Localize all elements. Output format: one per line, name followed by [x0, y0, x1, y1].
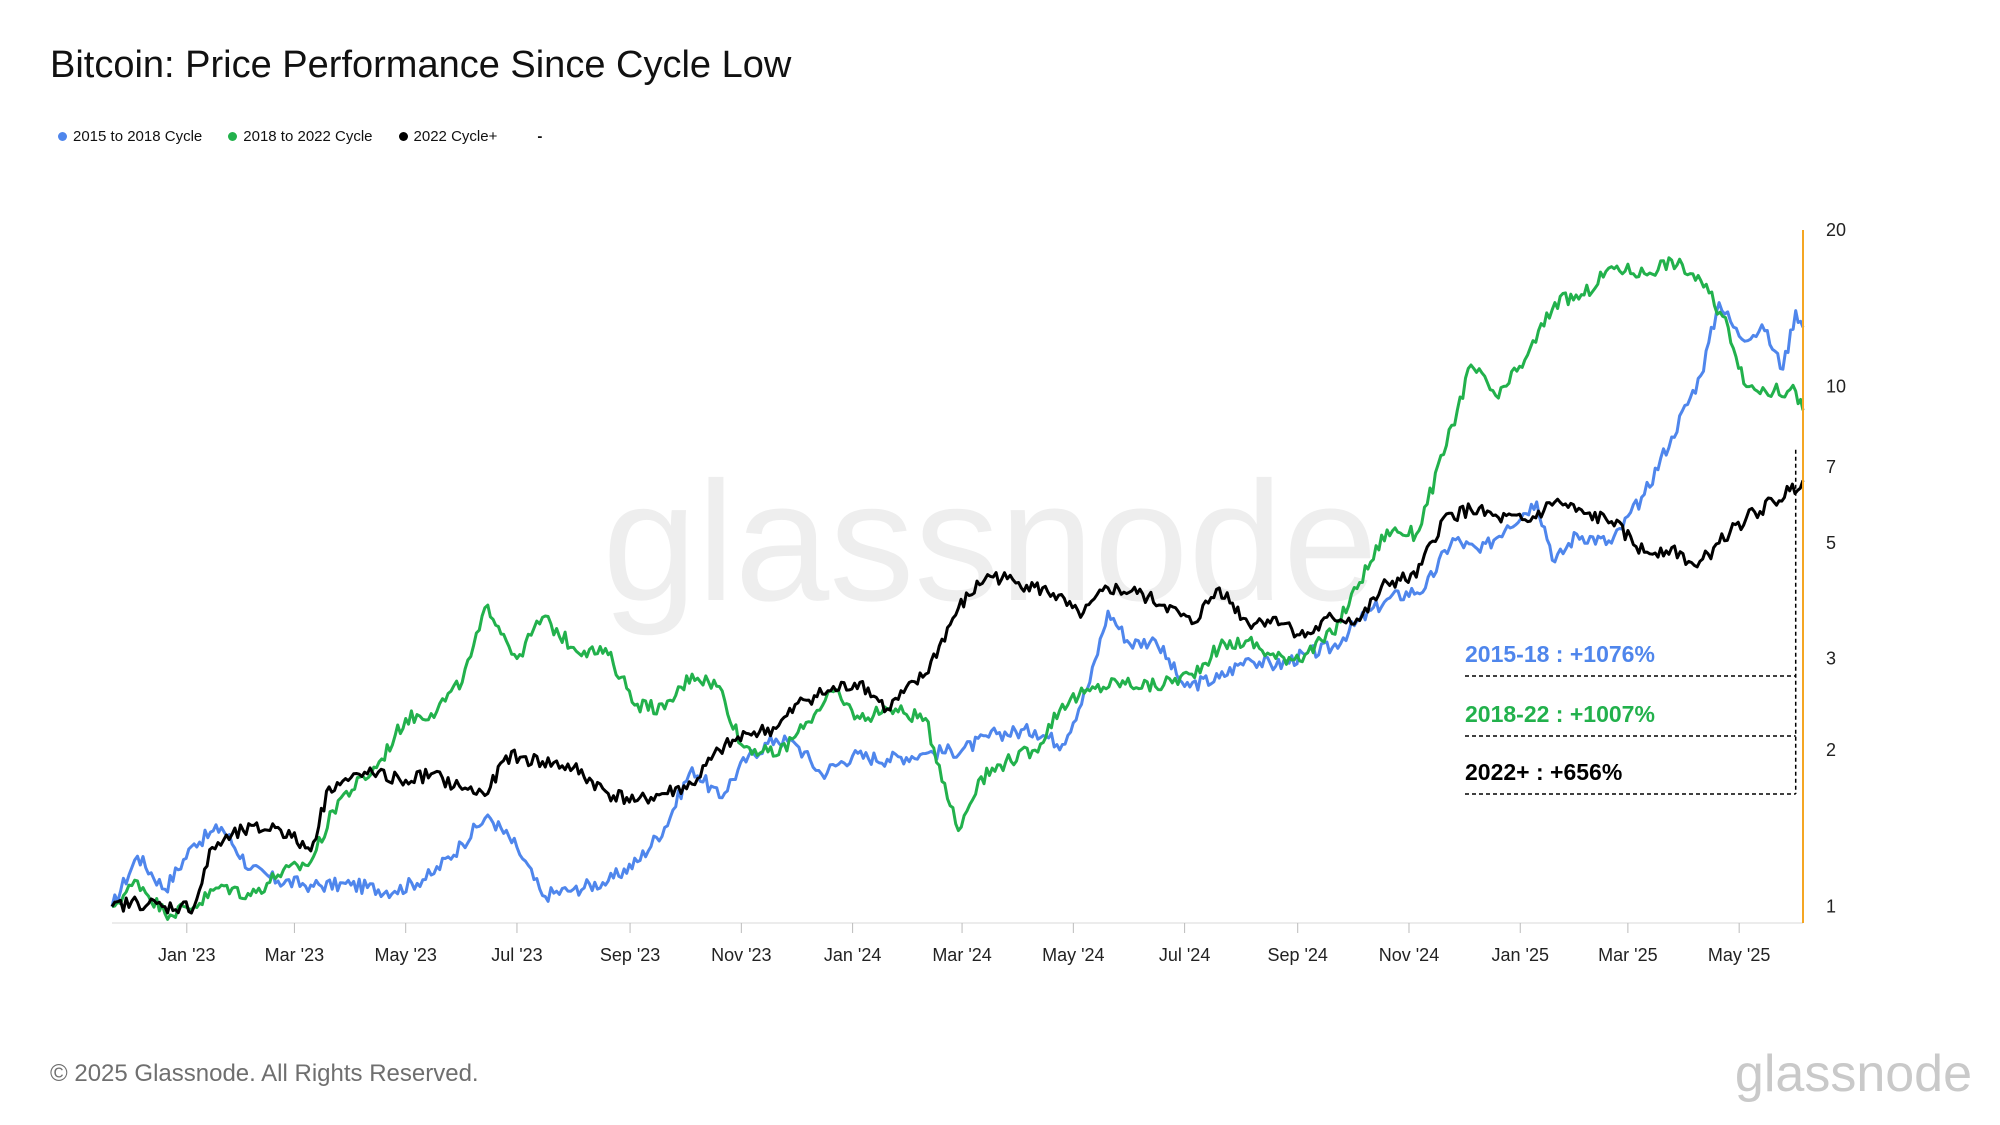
x-tick-label: Nov '23	[711, 945, 771, 965]
y-tick-label: 1	[1826, 897, 1836, 917]
x-tick-label: Jan '25	[1492, 945, 1549, 965]
x-axis: Jan '23 Mar '23 May '23 Jul '23 Sep '23 Nov '…	[112, 922, 1803, 965]
watermark: glassnode	[602, 447, 1377, 637]
y-axis: 1 2 3 5 7 10 20	[1802, 220, 1846, 923]
chart-title: Bitcoin: Price Performance Since Cycle L…	[50, 44, 792, 86]
series-line-1[interactable]	[110, 301, 1805, 907]
annotations: 2015-18 : +1076% 2018-22 : +1007% 2022+ : …	[1465, 449, 1797, 795]
y-tick-label: 7	[1826, 457, 1836, 477]
legend-extra-item[interactable]: -	[537, 128, 543, 145]
x-tick-label: May '23	[374, 945, 436, 965]
y-tick-label: 2	[1826, 740, 1836, 760]
x-tick-label: May '25	[1708, 945, 1770, 965]
legend-dot-icon	[398, 132, 408, 141]
legend-label: 2015 to 2018 Cycle	[73, 128, 203, 145]
x-tick-label: Nov '24	[1379, 945, 1439, 965]
brand-logo: glassnode	[1734, 1045, 1972, 1103]
x-tick-label: Mar '25	[1598, 945, 1657, 965]
legend-label: 2018 to 2022 Cycle	[243, 128, 373, 145]
x-tick-label: May '24	[1042, 945, 1104, 965]
legend: 2015 to 2018 Cycle 2018 to 2022 Cycle 20…	[58, 128, 542, 145]
y-tick-label: 20	[1826, 220, 1846, 240]
x-tick-label: Sep '23	[600, 945, 661, 965]
x-tick-label: Jan '23	[158, 945, 215, 965]
annotation-label: 2018-22 : +1007%	[1465, 701, 1655, 727]
legend-dot-icon	[228, 132, 238, 141]
legend-dot-icon	[58, 132, 67, 141]
annotation-label: 2022+ : +656%	[1465, 759, 1622, 785]
copyright-footer: © 2025 Glassnode. All Rights Reserved.	[50, 1060, 479, 1087]
series-line-2[interactable]	[111, 256, 1805, 921]
x-tick-label: Jul '23	[491, 945, 542, 965]
x-tick-label: Jan '24	[824, 945, 881, 965]
legend-item-2018-cycle[interactable]: 2018 to 2022 Cycle	[228, 128, 373, 145]
annotation-label: 2015-18 : +1076%	[1465, 641, 1655, 667]
y-tick-label: 5	[1826, 533, 1836, 553]
series-layer	[110, 256, 1805, 921]
y-tick-label: 10	[1826, 377, 1846, 397]
x-tick-label: Mar '23	[265, 945, 324, 965]
x-tick-label: Sep '24	[1267, 945, 1328, 965]
legend-item-2015-cycle[interactable]: 2015 to 2018 Cycle	[58, 128, 202, 145]
legend-label: 2022 Cycle+	[413, 128, 498, 145]
x-tick-label: Jul '24	[1159, 945, 1210, 965]
legend-item-2022-cycle[interactable]: 2022 Cycle+	[398, 128, 498, 145]
y-tick-label: 3	[1826, 648, 1836, 668]
series-line-3[interactable]	[110, 479, 1805, 915]
x-tick-label: Mar '24	[932, 945, 991, 965]
